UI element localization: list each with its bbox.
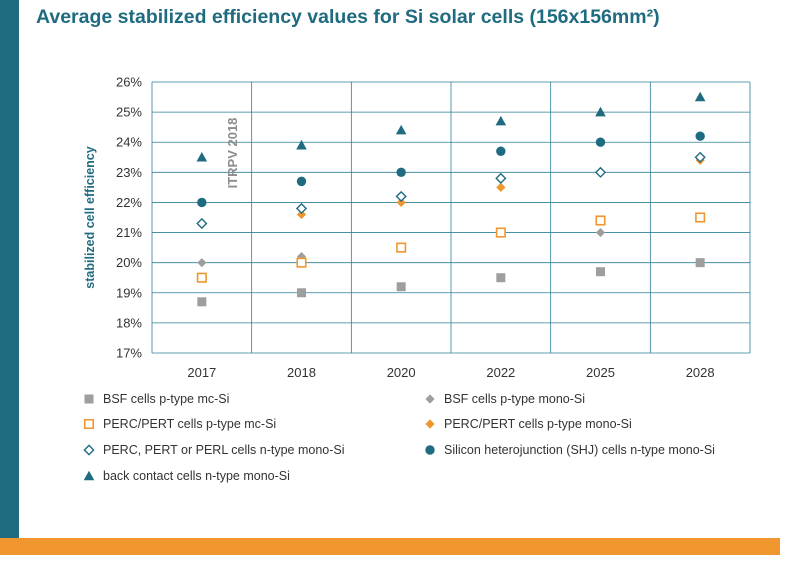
data-point-series-5 — [395, 190, 407, 203]
y-tick-label: 22% — [116, 195, 142, 210]
data-point-series-6 — [296, 176, 307, 187]
x-tick-label: 2017 — [187, 365, 216, 380]
data-point-series-4 — [496, 182, 506, 192]
watermark-label: ITRPV 2018 — [225, 118, 240, 189]
data-point-series-3 — [196, 272, 207, 283]
data-point-series-5 — [495, 172, 507, 184]
y-tick-label: 20% — [116, 255, 142, 270]
data-point-series-5 — [196, 217, 208, 230]
data-point-series-1 — [496, 273, 506, 283]
data-point-series-1 — [396, 282, 406, 292]
data-point-series-7 — [595, 106, 606, 117]
data-point-series-7 — [296, 139, 307, 150]
data-point-series-3 — [296, 257, 307, 268]
data-point-series-7 — [495, 115, 507, 126]
data-point-series-6 — [496, 146, 506, 156]
x-tick-label: 2025 — [586, 365, 615, 380]
chart-title: Average stabilized efficiency values for… — [36, 6, 660, 28]
x-tick-label: 2020 — [387, 365, 416, 380]
y-tick-label: 25% — [116, 105, 142, 120]
data-point-series-5 — [694, 151, 706, 163]
data-point-series-5 — [594, 166, 607, 178]
x-tick-label: 2018 — [287, 365, 316, 380]
x-tick-label: 2022 — [486, 365, 515, 380]
data-point-series-7 — [196, 151, 208, 162]
bottom-accent-bar — [0, 538, 780, 555]
data-point-series-3 — [495, 227, 506, 238]
data-point-series-3 — [595, 215, 606, 226]
y-tick-label: 17% — [116, 346, 142, 361]
x-tick-label: 2028 — [686, 365, 715, 380]
y-tick-label: 19% — [116, 285, 142, 300]
data-point-series-1 — [695, 258, 705, 268]
data-point-series-1 — [197, 297, 207, 307]
y-tick-label: 24% — [116, 135, 142, 150]
data-point-series-6 — [197, 197, 207, 208]
data-point-series-1 — [297, 288, 306, 298]
data-point-series-4 — [296, 209, 307, 220]
y-tick-label: 23% — [116, 165, 142, 180]
y-axis-label: stabilized cell efficiency — [83, 146, 97, 288]
data-point-series-4 — [396, 197, 406, 208]
y-tick-label: 21% — [116, 225, 142, 240]
side-accent-bar — [0, 0, 19, 540]
y-tick-label: 18% — [116, 315, 142, 330]
y-tick-label: 26% — [116, 75, 142, 90]
data-point-series-6 — [595, 137, 606, 147]
data-point-series-3 — [695, 212, 706, 223]
data-point-series-3 — [396, 242, 407, 253]
data-point-series-6 — [695, 131, 705, 141]
data-point-series-2 — [595, 227, 606, 238]
data-point-series-5 — [295, 202, 308, 215]
data-point-series-7 — [395, 124, 407, 135]
data-point-series-2 — [197, 258, 207, 268]
data-point-series-7 — [694, 91, 706, 102]
data-point-series-6 — [396, 167, 406, 178]
data-point-series-1 — [596, 267, 605, 277]
